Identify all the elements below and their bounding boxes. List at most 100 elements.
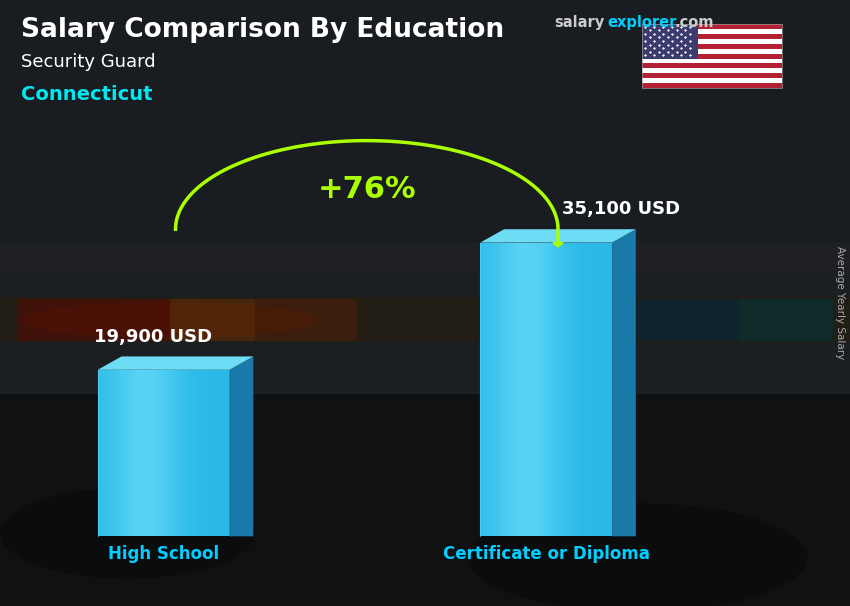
Bar — [212, 370, 217, 536]
Bar — [594, 242, 600, 536]
Text: explorer: explorer — [608, 15, 677, 30]
Bar — [642, 78, 782, 83]
Bar — [159, 370, 164, 536]
Bar — [537, 242, 542, 536]
Bar — [0, 242, 850, 394]
Bar — [642, 68, 782, 73]
Bar — [168, 370, 173, 536]
Bar — [195, 370, 200, 536]
Bar — [484, 242, 490, 536]
Bar — [106, 370, 112, 536]
Bar — [642, 73, 782, 78]
Bar — [638, 299, 740, 341]
Ellipse shape — [468, 503, 808, 606]
Bar — [170, 299, 255, 341]
Bar — [515, 242, 520, 536]
Ellipse shape — [21, 302, 319, 338]
Bar — [740, 299, 833, 341]
Bar — [190, 370, 196, 536]
Bar — [604, 242, 609, 536]
Text: Security Guard: Security Guard — [21, 53, 156, 72]
Bar — [225, 370, 230, 536]
Bar — [137, 370, 143, 536]
Bar — [581, 242, 586, 536]
Bar — [110, 370, 116, 536]
Bar — [221, 370, 226, 536]
Bar — [547, 242, 552, 536]
Text: .com: .com — [674, 15, 713, 30]
Bar — [173, 370, 178, 536]
Bar — [551, 242, 556, 536]
Bar — [255, 299, 357, 341]
Text: 19,900 USD: 19,900 USD — [94, 327, 212, 345]
Bar — [642, 29, 782, 34]
Bar — [642, 24, 698, 59]
Polygon shape — [612, 229, 636, 536]
Bar — [489, 242, 495, 536]
Bar — [642, 39, 782, 44]
Polygon shape — [480, 229, 636, 242]
Bar — [502, 242, 507, 536]
Bar — [573, 242, 578, 536]
Text: Connecticut: Connecticut — [21, 85, 153, 104]
Bar — [207, 370, 212, 536]
Bar — [598, 242, 604, 536]
Bar — [590, 242, 595, 536]
Bar — [142, 370, 147, 536]
Bar — [642, 59, 782, 64]
Bar — [498, 242, 503, 536]
Bar — [564, 242, 569, 536]
Bar — [203, 370, 208, 536]
Bar — [642, 48, 782, 53]
Polygon shape — [230, 356, 253, 536]
Ellipse shape — [0, 488, 255, 579]
Bar — [17, 299, 170, 341]
Bar — [586, 242, 591, 536]
Bar — [642, 34, 782, 39]
Bar — [102, 370, 107, 536]
Bar — [0, 394, 850, 606]
Bar — [163, 370, 169, 536]
Bar — [116, 370, 121, 536]
Bar — [199, 370, 204, 536]
Bar — [155, 370, 160, 536]
Bar — [133, 370, 138, 536]
Bar — [493, 242, 499, 536]
Bar — [642, 64, 782, 68]
Bar — [0, 0, 850, 273]
Bar — [577, 242, 582, 536]
Bar — [128, 370, 133, 536]
Bar — [146, 370, 151, 536]
Bar — [642, 24, 782, 88]
Text: Average Yearly Salary: Average Yearly Salary — [835, 247, 845, 359]
Bar — [511, 242, 516, 536]
Bar — [185, 370, 190, 536]
Bar — [555, 242, 560, 536]
Bar — [216, 370, 222, 536]
Bar — [642, 24, 782, 29]
Bar — [98, 370, 103, 536]
Bar — [519, 242, 525, 536]
Bar — [642, 44, 782, 48]
Bar — [642, 83, 782, 88]
Bar — [0, 297, 850, 342]
Bar — [124, 370, 129, 536]
Bar — [608, 242, 613, 536]
Bar — [150, 370, 156, 536]
Text: 35,100 USD: 35,100 USD — [562, 201, 680, 218]
Bar — [541, 242, 547, 536]
Bar — [533, 242, 538, 536]
Text: +76%: +76% — [317, 175, 416, 204]
Bar — [181, 370, 186, 536]
Text: Salary Comparison By Education: Salary Comparison By Education — [21, 17, 504, 43]
Text: High School: High School — [108, 545, 219, 564]
Bar — [524, 242, 530, 536]
Text: salary: salary — [554, 15, 604, 30]
Bar — [568, 242, 573, 536]
Bar — [480, 242, 485, 536]
Bar — [507, 242, 512, 536]
Bar — [120, 370, 125, 536]
Polygon shape — [98, 356, 253, 370]
Bar — [642, 53, 782, 59]
Bar — [177, 370, 182, 536]
